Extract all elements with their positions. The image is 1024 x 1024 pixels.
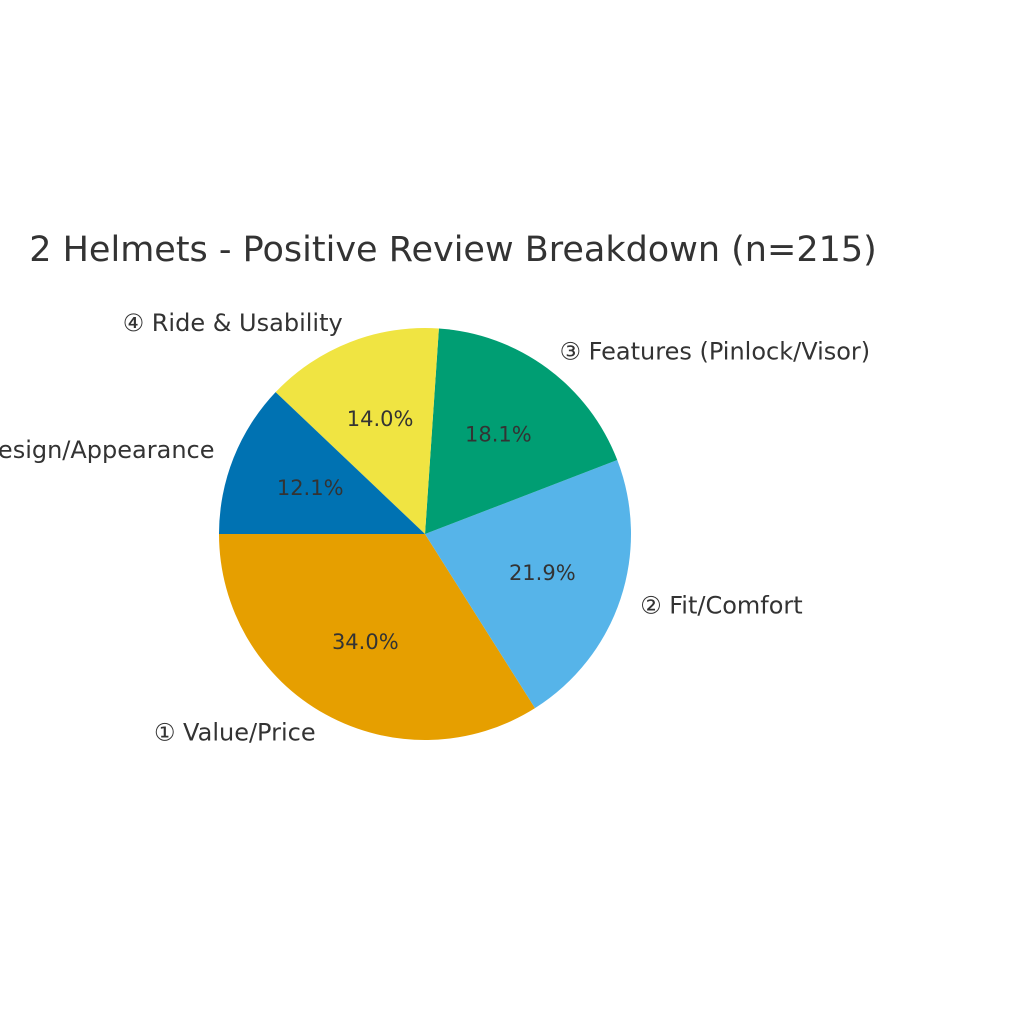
pie-slice-percent-5: 12.1%	[277, 476, 344, 500]
pie-slice-percent-2: 21.9%	[509, 561, 576, 585]
pie-slice-percent-1: 34.0%	[332, 630, 399, 654]
pie-slice-label-3: ③ Features (Pinlock/Visor)	[560, 338, 871, 366]
pie-slice-label-2: ② Fit/Comfort	[640, 591, 803, 619]
pie-category-labels: ① Value/Price ② Fit/Comfort ③ Features (Pi…	[0, 309, 870, 747]
pie-percent-labels: 34.0% 21.9% 18.1% 14.0% 12.1%	[277, 407, 576, 654]
pie-slice-label-1: ① Value/Price	[154, 719, 316, 747]
pie-slice-label-4: ④ Ride & Usability	[123, 309, 343, 337]
pie-slice-1	[218, 534, 536, 741]
pie-slices	[218, 328, 632, 741]
pie-slice-4	[275, 328, 439, 534]
pie-slice-percent-4: 14.0%	[347, 407, 414, 431]
pie-slice-3	[425, 328, 618, 534]
pie-slice-2	[425, 460, 632, 709]
pie-slice-5	[219, 392, 425, 534]
pie-slice-percent-3: 18.1%	[465, 423, 532, 447]
pie-slice-label-5: ⑤ Design/Appearance	[0, 436, 215, 464]
chart-title: 2 Helmets - Positive Review Breakdown (n…	[29, 230, 877, 270]
